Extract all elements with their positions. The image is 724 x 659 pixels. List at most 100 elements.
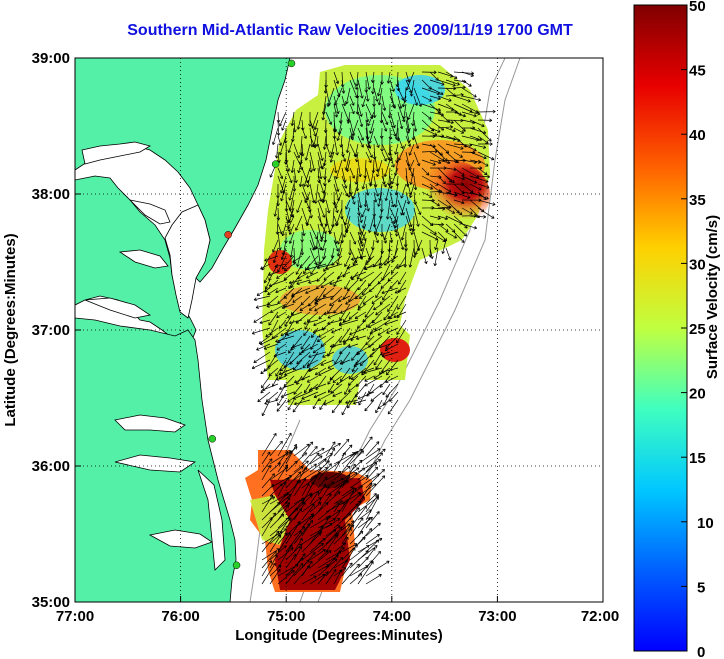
velocity-arrow [381,351,399,358]
velocity-arrow [437,215,448,221]
velocity-arrow [385,199,391,220]
velocity-arrow [336,271,351,280]
velocity-arrow [325,471,342,481]
velocity-arrow [381,119,388,132]
velocity-arrow [308,279,319,284]
velocity-arrow [333,271,343,287]
velocity-arrow [261,530,280,553]
velocity-arrow [283,263,295,272]
velocity-arrow [341,175,348,189]
station-marker [232,561,241,570]
velocity-arrow [300,335,311,350]
velocity-arrow [445,71,458,79]
velocity-arrow [314,295,327,304]
velocity-arrow [301,497,322,513]
velocity-arrow [317,571,329,585]
velocity-arrow [337,231,343,245]
velocity-arrow [350,255,367,261]
velocity-arrow [309,490,320,505]
velocity-arrow [292,359,303,371]
velocity-arrow [394,143,399,155]
velocity-arrow [384,183,391,202]
velocity-arrow [400,183,407,199]
velocity-arrow [298,175,303,188]
velocity-arrow [341,520,355,537]
velocity-arrow [344,207,351,226]
velocity-arrow [365,71,371,90]
velocity-arrow [278,319,287,329]
velocity-arrow [293,443,310,457]
velocity-arrow [409,183,415,198]
velocity-arrow [301,532,322,553]
velocity-arrow [385,375,399,383]
velocity-arrow [322,175,327,187]
velocity-arrow [308,303,319,311]
velocity-arrow [321,103,327,121]
velocity-arrow [294,215,303,231]
velocity-arrow [389,119,397,137]
velocity-arrow [382,287,391,301]
velocity-arrow [336,375,351,386]
velocity-arrow [321,239,327,251]
velocity-arrow [357,79,364,99]
velocity-arrow [357,462,378,481]
velocity-arrow [318,367,335,376]
velocity-arrow [292,399,303,413]
velocity-arrow [323,399,335,406]
velocity-arrow [317,529,337,545]
velocity-arrow [333,239,340,252]
velocity-arrow [278,135,287,156]
velocity-arrow [328,223,335,235]
velocity-arrow [253,311,271,323]
velocity-arrow [277,569,295,585]
velocity-arrow [320,223,327,240]
velocity-arrow [345,199,351,210]
velocity-arrow [421,159,436,166]
velocity-arrow [445,207,456,214]
velocity-arrow [329,295,343,307]
velocity-arrow [389,151,396,168]
velocity-arrow [309,481,335,497]
velocity-arrow [345,295,359,305]
velocity-arrow [261,432,277,457]
colorbar-tick-label: 15 [689,450,706,467]
velocity-arrow [288,183,295,201]
velocity-arrow [283,271,295,281]
velocity-arrow [310,263,319,275]
velocity-arrow [445,175,455,183]
velocity-arrow [477,151,495,161]
velocity-arrow [317,518,336,529]
velocity-arrow [279,359,295,372]
velocity-arrow [309,159,313,173]
velocity-arrow [477,127,492,142]
velocity-arrow [253,295,271,302]
velocity-arrow [280,391,295,399]
velocity-arrow [407,103,415,120]
velocity-arrow [301,482,310,497]
velocity-arrow [299,303,311,311]
velocity-arrow [309,525,324,545]
velocity-arrow [314,367,327,376]
velocity-arrow [309,458,327,473]
velocity-arrow [349,191,356,205]
velocity-arrow [357,103,363,117]
velocity-arrow [344,383,351,395]
velocity-arrow [274,143,279,159]
velocity-arrow [355,71,359,87]
velocity-arrow [396,263,407,270]
velocity-arrow [349,492,362,505]
velocity-arrow [261,458,273,473]
velocity-arrow [261,494,274,513]
velocity-arrow [308,351,327,359]
velocity-arrow [469,143,487,150]
velocity-arrow [405,71,411,83]
velocity-arrow [363,367,383,375]
velocity-arrow [356,263,367,280]
velocity-arrow [329,343,343,348]
velocity-arrow [341,544,358,561]
velocity-arrow [349,517,364,537]
velocity-arrow [341,450,359,473]
x-tick-label: 77:00 [56,608,94,625]
velocity-arrow [377,327,391,336]
velocity-arrow [381,151,387,162]
